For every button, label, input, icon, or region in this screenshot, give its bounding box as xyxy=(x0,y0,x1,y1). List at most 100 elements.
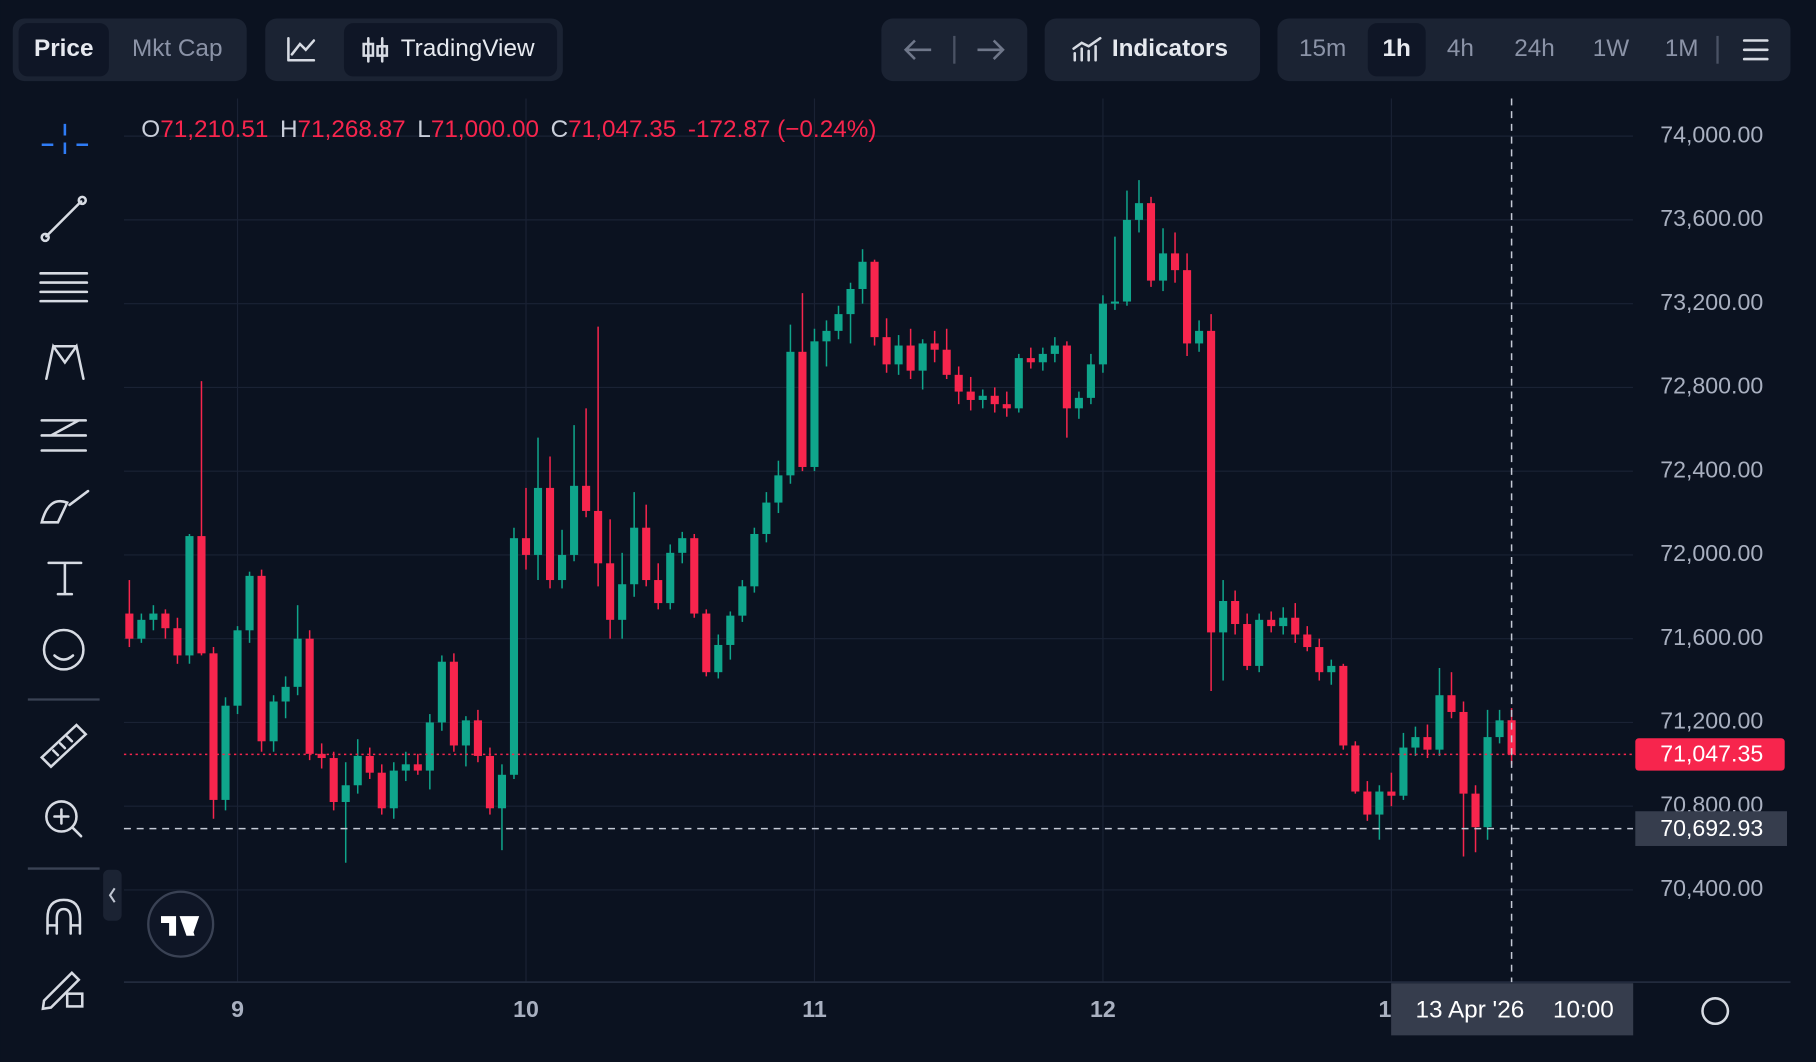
candle-body xyxy=(906,345,915,371)
candle-body xyxy=(1411,737,1420,748)
zoom-tool[interactable] xyxy=(45,800,78,833)
tradingview-button[interactable]: TradingView xyxy=(401,35,535,62)
price-button[interactable]: Price xyxy=(34,35,93,62)
candle-body xyxy=(545,487,555,581)
candle-body xyxy=(558,554,567,581)
candle-body xyxy=(966,391,975,400)
interval-button[interactable]: 1M xyxy=(1665,35,1699,62)
candle-icon xyxy=(367,36,384,63)
indicators-button[interactable]: Indicators xyxy=(1112,35,1228,62)
candle-body xyxy=(149,613,158,620)
collapse-icon xyxy=(108,887,116,903)
crosshair-tool[interactable] xyxy=(41,123,89,155)
candle-body xyxy=(1170,253,1180,271)
candle-body xyxy=(209,653,218,800)
candle-body xyxy=(509,538,519,775)
candle-body xyxy=(1279,617,1288,627)
emoji-tool xyxy=(53,654,75,661)
candle-body xyxy=(533,487,543,555)
text-tool[interactable] xyxy=(47,561,83,596)
candle-body xyxy=(822,330,831,342)
candle-body xyxy=(1243,624,1252,666)
y-tick-label: 73,200.00 xyxy=(1660,289,1763,315)
candle-body xyxy=(461,720,470,746)
candle-body xyxy=(137,619,146,639)
candle-body xyxy=(1459,711,1468,794)
candle-body xyxy=(678,538,687,553)
low-value: 71,000.00 xyxy=(431,116,539,143)
candle-body xyxy=(930,343,939,350)
time-badge-date: 13 Apr '26 xyxy=(1416,996,1525,1023)
trendline-tool[interactable] xyxy=(45,200,83,238)
candle-body xyxy=(1435,695,1444,750)
candle-body xyxy=(341,785,350,803)
projection-tool[interactable] xyxy=(40,419,88,452)
candle-body xyxy=(798,351,807,467)
candle-body xyxy=(401,764,410,771)
interval-button[interactable]: 24h xyxy=(1514,35,1555,62)
x-tick-label: 9 xyxy=(231,996,244,1022)
lock-drawing-tool[interactable] xyxy=(41,971,81,1011)
candle-body xyxy=(834,314,843,331)
high-label: H xyxy=(280,116,298,143)
indicators-button-bg[interactable] xyxy=(1044,18,1261,82)
ruler-tool[interactable] xyxy=(39,723,88,769)
brush-tool[interactable] xyxy=(40,489,90,524)
collapse-button[interactable] xyxy=(103,869,122,921)
axis-settings[interactable] xyxy=(1701,997,1730,1026)
mktcap-button[interactable]: Mkt Cap xyxy=(132,35,223,62)
pattern-tool[interactable] xyxy=(45,343,85,380)
candle-body xyxy=(389,770,398,809)
nav-arrows[interactable] xyxy=(903,39,1005,60)
emoji-tool[interactable] xyxy=(42,628,85,671)
candle-body xyxy=(1327,665,1336,673)
interval-button[interactable]: 15m xyxy=(1299,35,1346,62)
candle-body xyxy=(726,615,735,645)
interval-button[interactable]: 1W xyxy=(1593,35,1630,62)
candle-body xyxy=(125,613,134,639)
candle-body xyxy=(702,613,711,673)
candle-body xyxy=(1110,301,1120,304)
tv-logo[interactable] xyxy=(147,890,215,958)
indicators-icon xyxy=(1072,36,1102,62)
candle-body xyxy=(618,584,627,620)
change-value: -172.87 (−0.24%) xyxy=(688,116,877,143)
line-chart-icon[interactable] xyxy=(287,36,316,62)
candle-body xyxy=(1495,720,1504,738)
active-button[interactable] xyxy=(1367,23,1426,77)
candle-body xyxy=(870,261,879,338)
candle-body xyxy=(1038,353,1047,363)
x-tick-label: 11 xyxy=(802,996,827,1022)
settings-icon[interactable] xyxy=(1742,39,1769,61)
candle-body xyxy=(570,485,579,555)
candle-body xyxy=(1339,665,1348,746)
candle-body xyxy=(630,527,639,585)
candle-body xyxy=(1002,404,1011,409)
active-button[interactable] xyxy=(18,23,109,77)
candle-body xyxy=(738,586,747,616)
candle-body xyxy=(942,349,951,375)
candle-body xyxy=(269,701,278,742)
trendline-tool xyxy=(40,232,50,243)
candle-body xyxy=(485,755,494,809)
candle-body xyxy=(954,374,963,392)
candle-body xyxy=(1026,358,1035,363)
candle-body xyxy=(1375,791,1384,815)
close-label: C xyxy=(551,116,569,143)
candle-body xyxy=(365,755,374,773)
y-tick-label: 72,400.00 xyxy=(1660,456,1763,482)
magnet-tool[interactable] xyxy=(46,898,82,935)
candle-body xyxy=(1146,203,1156,281)
x-tick-label: 12 xyxy=(1090,996,1116,1022)
fib-tool[interactable] xyxy=(39,272,89,303)
interval-button[interactable]: 4h xyxy=(1447,35,1474,62)
interval-button[interactable]: 1h xyxy=(1383,35,1411,62)
candle-body xyxy=(257,575,266,742)
candle-body xyxy=(425,722,434,771)
candle-body xyxy=(281,686,290,702)
candle-body xyxy=(1014,358,1023,409)
x-tick-label: 10 xyxy=(513,996,539,1022)
active-button[interactable] xyxy=(343,23,558,77)
